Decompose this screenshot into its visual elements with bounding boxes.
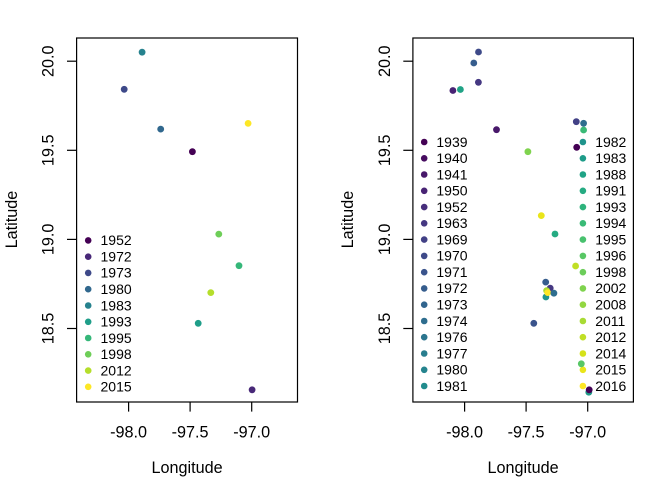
svg-text:1996: 1996	[595, 248, 626, 264]
svg-text:1971: 1971	[436, 264, 467, 280]
svg-text:1993: 1993	[595, 199, 626, 215]
svg-text:1941: 1941	[436, 166, 467, 182]
svg-text:-97.5: -97.5	[172, 424, 209, 442]
svg-text:1972: 1972	[436, 280, 467, 296]
svg-text:Longitude: Longitude	[152, 459, 223, 477]
svg-text:1998: 1998	[595, 264, 626, 280]
svg-text:19.5: 19.5	[40, 135, 58, 167]
svg-text:1980: 1980	[101, 281, 132, 297]
svg-text:1952: 1952	[436, 199, 467, 215]
svg-text:2016: 2016	[595, 378, 626, 394]
svg-text:20.0: 20.0	[376, 45, 394, 77]
svg-text:1972: 1972	[101, 249, 132, 265]
svg-text:2014: 2014	[595, 345, 626, 361]
svg-text:2011: 2011	[595, 313, 625, 329]
svg-text:18.5: 18.5	[40, 313, 58, 345]
svg-text:1995: 1995	[595, 231, 626, 247]
svg-text:1963: 1963	[436, 215, 467, 231]
svg-text:1991: 1991	[595, 183, 626, 199]
svg-text:-97.0: -97.0	[569, 424, 606, 442]
svg-text:1939: 1939	[436, 134, 467, 150]
svg-text:1981: 1981	[436, 378, 467, 394]
svg-text:1970: 1970	[436, 248, 467, 264]
svg-text:1982: 1982	[595, 134, 626, 150]
svg-text:1983: 1983	[101, 297, 132, 313]
svg-text:-98.0: -98.0	[110, 424, 147, 442]
svg-text:1988: 1988	[595, 166, 626, 182]
svg-text:2012: 2012	[101, 362, 132, 378]
svg-text:2015: 2015	[595, 362, 626, 378]
svg-text:Longitude: Longitude	[488, 459, 559, 477]
svg-text:19.5: 19.5	[376, 135, 394, 167]
svg-text:18.5: 18.5	[376, 313, 394, 345]
svg-text:2008: 2008	[595, 297, 626, 313]
svg-text:1998: 1998	[101, 346, 132, 362]
svg-text:1950: 1950	[436, 183, 467, 199]
svg-text:-97.5: -97.5	[508, 424, 545, 442]
svg-text:1976: 1976	[436, 329, 467, 345]
svg-text:1974: 1974	[436, 313, 467, 329]
svg-text:1973: 1973	[101, 265, 132, 281]
svg-text:1940: 1940	[436, 150, 467, 166]
svg-text:19.0: 19.0	[40, 224, 58, 256]
svg-text:-97.0: -97.0	[233, 424, 270, 442]
svg-text:1980: 1980	[436, 362, 467, 378]
svg-text:1977: 1977	[436, 345, 467, 361]
svg-text:2012: 2012	[595, 329, 626, 345]
svg-text:2002: 2002	[595, 280, 626, 296]
svg-text:2015: 2015	[101, 379, 132, 395]
svg-text:1983: 1983	[595, 150, 626, 166]
svg-text:Latitude: Latitude	[339, 191, 357, 249]
svg-text:1969: 1969	[436, 231, 467, 247]
svg-text:1993: 1993	[101, 314, 132, 330]
svg-text:1994: 1994	[595, 215, 626, 231]
svg-text:19.0: 19.0	[376, 224, 394, 256]
svg-text:Latitude: Latitude	[3, 191, 21, 249]
svg-text:-98.0: -98.0	[446, 424, 483, 442]
svg-text:1995: 1995	[101, 330, 132, 346]
svg-text:1973: 1973	[436, 297, 467, 313]
svg-text:1952: 1952	[101, 232, 132, 248]
svg-text:20.0: 20.0	[40, 45, 58, 77]
